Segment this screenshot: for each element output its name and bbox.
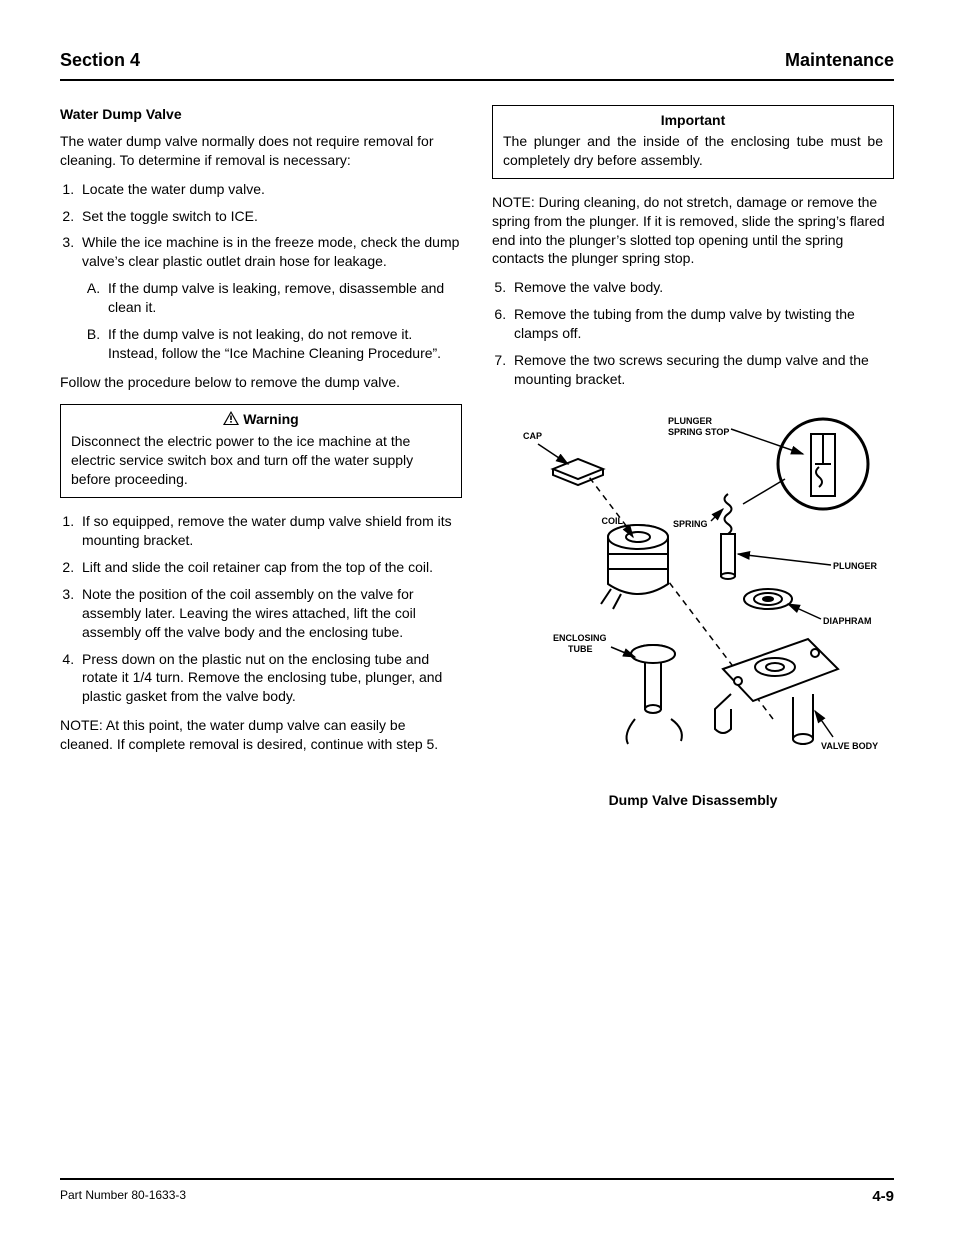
left-column: Water Dump Valve The water dump valve no… — [60, 105, 462, 808]
page-footer: Part Number 80-1633-3 4-9 — [60, 1178, 894, 1205]
check-list: Locate the water dump valve. Set the tog… — [78, 180, 462, 363]
list-item: If so equipped, remove the water dump va… — [78, 512, 462, 550]
important-body: The plunger and the inside of the enclos… — [503, 132, 883, 170]
check-sublist: If the dump valve is leaking, remove, di… — [104, 279, 462, 363]
list-item: While the ice machine is in the freeze m… — [78, 233, 462, 362]
page-header: Section 4 Maintenance — [60, 50, 894, 81]
label-diaphram: DIAPHRAM — [823, 616, 872, 626]
section-title: Maintenance — [785, 50, 894, 71]
important-title: Important — [503, 112, 883, 128]
warning-title: Warning — [71, 411, 451, 429]
label-plunger-spring-stop-2: SPRING STOP — [668, 427, 729, 437]
subheading: Water Dump Valve — [60, 105, 462, 124]
label-plunger-spring-stop: PLUNGER — [668, 416, 713, 426]
list-item: If the dump valve is leaking, remove, di… — [104, 279, 462, 317]
list-item: Remove the valve body. — [510, 278, 894, 297]
list-item-text: While the ice machine is in the freeze m… — [82, 234, 459, 269]
content-columns: Water Dump Valve The water dump valve no… — [60, 105, 894, 808]
important-box: Important The plunger and the inside of … — [492, 105, 894, 179]
label-enclosing-tube-2: TUBE — [568, 644, 593, 654]
right-column: Important The plunger and the inside of … — [492, 105, 894, 808]
warning-body: Disconnect the electric power to the ice… — [71, 432, 451, 489]
follow-text: Follow the procedure below to remove the… — [60, 373, 462, 392]
diagram: CAP PLUNGER SPRING STOP COIL SPRING PLUN… — [492, 409, 894, 808]
list-item: Locate the water dump valve. — [78, 180, 462, 199]
list-item: Remove the two screws securing the dump … — [510, 351, 894, 389]
label-spring: SPRING — [673, 519, 708, 529]
remove-list: If so equipped, remove the water dump va… — [78, 512, 462, 706]
note-text: NOTE: During cleaning, do not stretch, d… — [492, 193, 894, 269]
warning-icon — [223, 411, 239, 428]
intro-text: The water dump valve normally does not r… — [60, 132, 462, 170]
label-valve-body: VALVE BODY — [821, 741, 878, 751]
note-text: NOTE: At this point, the water dump valv… — [60, 716, 462, 754]
section-label: Section 4 — [60, 50, 140, 71]
list-item: Note the position of the coil assembly o… — [78, 585, 462, 642]
label-plunger: PLUNGER — [833, 561, 878, 571]
page-number: 4-9 — [872, 1188, 894, 1205]
list-item: Set the toggle switch to ICE. — [78, 207, 462, 226]
continue-list: Remove the valve body. Remove the tubing… — [510, 278, 894, 388]
label-coil: COIL — [602, 516, 624, 526]
list-item: Remove the tubing from the dump valve by… — [510, 305, 894, 343]
warning-box: Warning Disconnect the electric power to… — [60, 404, 462, 498]
list-item: If the dump valve is not leaking, do not… — [104, 325, 462, 363]
dump-valve-diagram: CAP PLUNGER SPRING STOP COIL SPRING PLUN… — [493, 409, 893, 779]
list-item: Press down on the plastic nut on the enc… — [78, 650, 462, 707]
warning-title-text: Warning — [243, 411, 298, 427]
part-number: Part Number 80-1633-3 — [60, 1188, 186, 1205]
label-enclosing-tube: ENCLOSING — [553, 633, 607, 643]
list-item: Lift and slide the coil retainer cap fro… — [78, 558, 462, 577]
label-cap: CAP — [523, 431, 542, 441]
diagram-caption: Dump Valve Disassembly — [492, 792, 894, 808]
